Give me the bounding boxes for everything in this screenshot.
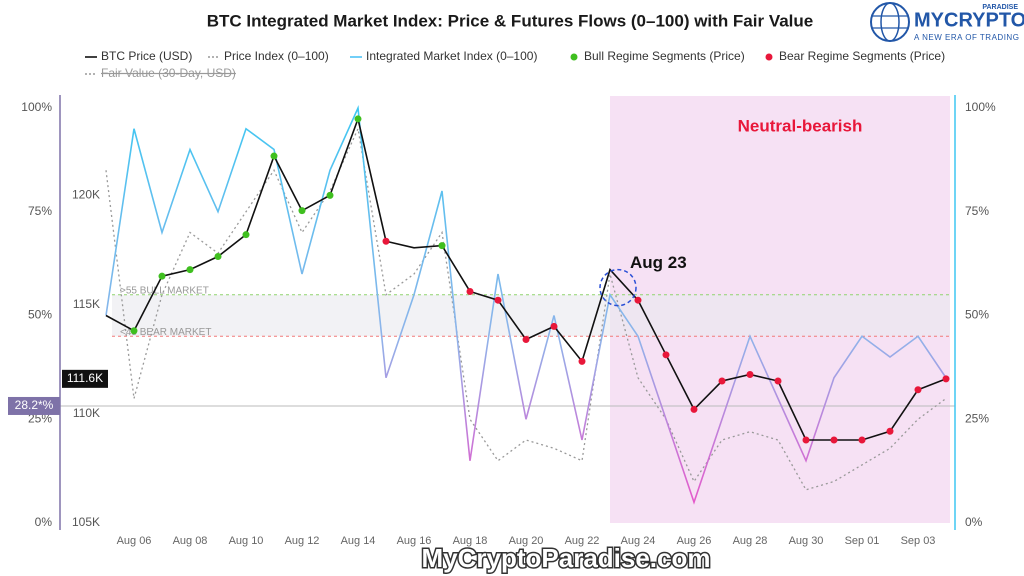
y2-tick-label: 100% — [21, 100, 52, 114]
series-line — [105, 104, 947, 505]
regime-dot — [774, 377, 782, 385]
regime-dot — [214, 253, 222, 261]
regime-dot — [438, 242, 446, 250]
x-tick-label: Aug 12 — [285, 535, 320, 547]
x-tick-label: Aug 06 — [117, 535, 152, 547]
legend-label: Fair Value (30-Day, USD) — [101, 66, 236, 80]
y2-tick-label: 100% — [965, 100, 996, 114]
x-tick-label: Aug 30 — [789, 535, 824, 547]
regime-dot — [578, 357, 586, 365]
regime-dot — [830, 436, 838, 444]
chart-title: BTC Integrated Market Index: Price & Fut… — [207, 11, 814, 30]
x-tick-label: Aug 24 — [621, 535, 656, 547]
logo-globe — [870, 2, 910, 42]
y2-tick-label: 75% — [965, 204, 989, 218]
regime-dot — [690, 405, 698, 413]
regime-dot — [550, 322, 558, 330]
threshold-label: <45 BEAR MARKET — [120, 327, 211, 338]
legend-label: Price Index (0–100) — [224, 49, 329, 63]
legend-label: BTC Price (USD) — [101, 49, 192, 63]
background-layer — [60, 96, 955, 523]
x-tick-label: Aug 10 — [229, 535, 264, 547]
regime-dot — [858, 436, 866, 444]
y2-tick-label: 50% — [28, 308, 52, 322]
regime-dot — [746, 370, 754, 378]
legend-label: Integrated Market Index (0–100) — [366, 49, 537, 63]
regime-dot — [242, 231, 250, 239]
logo-tagline: A NEW ERA OF TRADING — [914, 33, 1019, 42]
regime-dot — [158, 272, 166, 280]
legend-swatch — [570, 53, 578, 61]
y-tick-label: 115K — [73, 297, 100, 311]
watermark: MyCryptoParadise.com — [422, 543, 711, 573]
regime-dot — [942, 375, 950, 383]
y2-tick-label: 50% — [965, 308, 989, 322]
x-tick-label: Aug 08 — [173, 535, 208, 547]
x-tick-label: Aug 14 — [341, 535, 376, 547]
regime-dot — [634, 296, 642, 304]
y-tick-label: 105K — [72, 515, 100, 529]
y-tick-label: 120K — [72, 188, 100, 202]
regime-dot — [522, 336, 530, 344]
annotation-circle — [599, 268, 637, 307]
logo-globe — [880, 2, 900, 42]
y2-tick-label: 0% — [965, 515, 983, 529]
x-tick-label: Aug 20 — [509, 535, 544, 547]
legend-swatch — [765, 53, 773, 61]
y2-tick-label: 0% — [35, 515, 53, 529]
annotation-text: Aug 23 — [630, 253, 687, 272]
marker-box — [8, 396, 60, 415]
legend-label: Bull Regime Segments (Price) — [584, 49, 745, 63]
series-line — [105, 126, 947, 491]
regime-dot — [662, 351, 670, 359]
regime-dot — [494, 296, 502, 304]
x-tick-label: Aug 18 — [453, 535, 488, 547]
region-label: Neutral-bearish — [738, 116, 863, 135]
logo-name: MYCRYPTO — [914, 9, 1024, 31]
y2-tick-label: 75% — [28, 204, 52, 218]
logo-sub: PARADISE — [982, 4, 1018, 11]
regime-dot — [886, 427, 894, 435]
regime-dot — [354, 115, 362, 123]
regime-dot — [326, 191, 334, 199]
x-tick-label: Sep 01 — [845, 535, 880, 547]
regime-dot — [270, 152, 278, 160]
y2-tick-label: 25% — [965, 411, 989, 425]
regime-dot — [382, 237, 390, 245]
legend-label: Bear Regime Segments (Price) — [779, 49, 945, 63]
regime-dot — [298, 207, 306, 215]
x-tick-label: Aug 28 — [733, 535, 768, 547]
x-tick-label: Sep 03 — [901, 535, 936, 547]
x-tick-label: Aug 16 — [397, 535, 432, 547]
regime-dot — [914, 386, 922, 394]
y-tick-label: 110K — [73, 406, 100, 420]
regime-dot — [466, 287, 474, 295]
marker-label: 111.6K — [67, 371, 103, 385]
regime-dot — [718, 377, 726, 385]
x-tick-label: Aug 26 — [677, 535, 712, 547]
x-tick-label: Aug 22 — [565, 535, 600, 547]
threshold-band — [112, 294, 950, 337]
regime-dot — [802, 436, 810, 444]
logo: MYCRYPTO PARADISE A NEW ERA OF TRADING — [870, 2, 1024, 42]
regime-dot — [186, 266, 194, 274]
marker-box — [62, 369, 108, 388]
regime-dot — [130, 327, 138, 335]
marker-label: 28.2*% — [15, 398, 54, 412]
